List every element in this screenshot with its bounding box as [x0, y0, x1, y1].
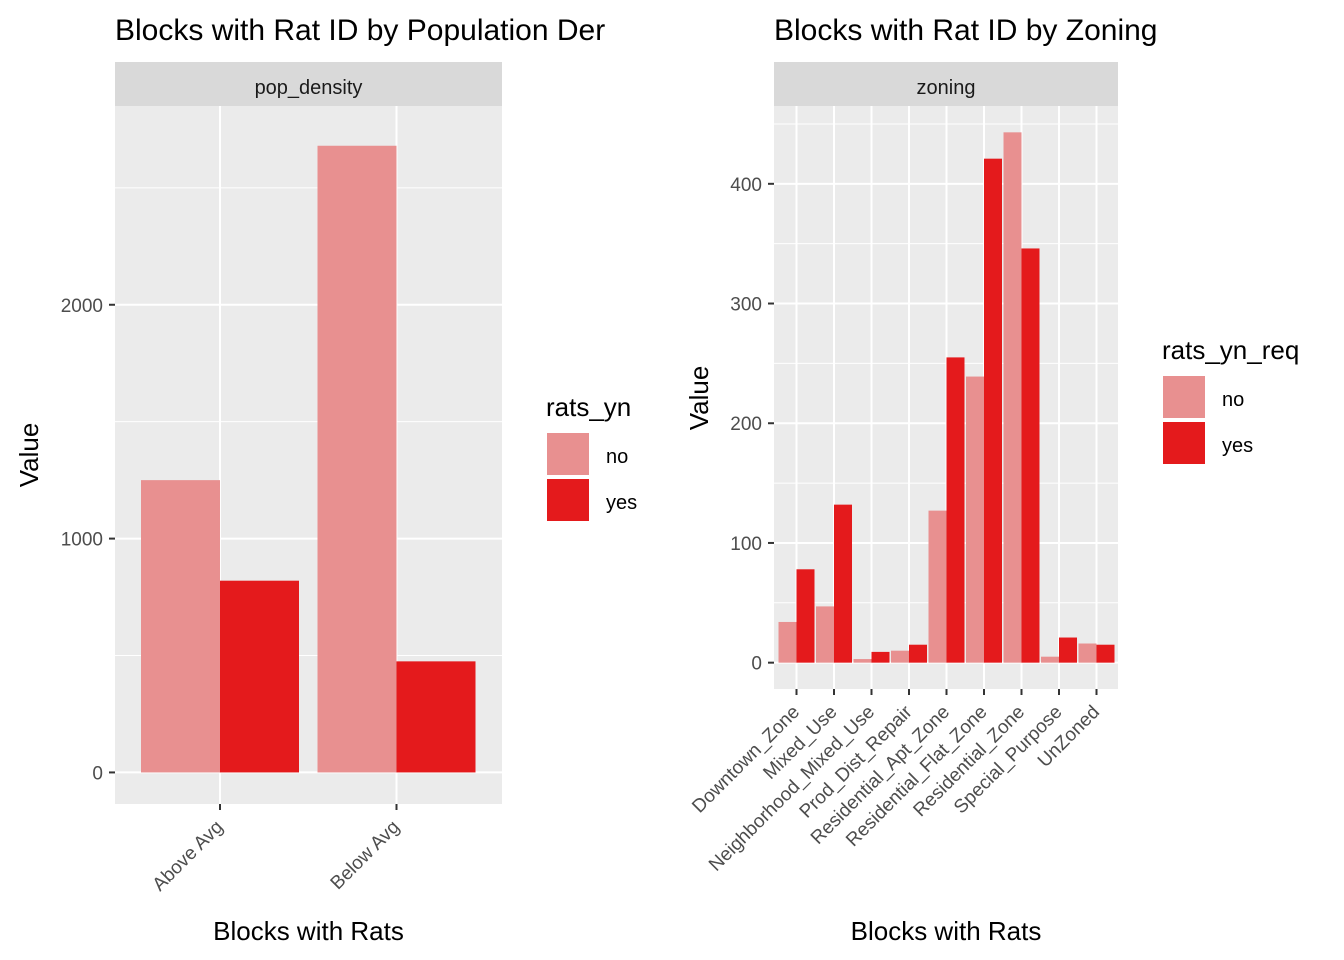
panel-pop-density: Blocks with Rat ID by Population Der pop…: [14, 14, 637, 946]
bar-prod-dist-repair-no: [891, 650, 909, 663]
x-axis: Above Avg Below Avg: [149, 804, 404, 896]
facet-strip: [774, 62, 1118, 106]
bar-unzoned-yes: [1096, 644, 1115, 663]
bar-neighborhood-mixed-use-yes: [871, 651, 890, 663]
y-tick-label: 400: [730, 175, 762, 196]
x-axis-title: Blocks with Rats: [213, 916, 404, 946]
facet-strip-label: zoning: [917, 77, 976, 99]
chart-title-pop-density: Blocks with Rat ID by Population Der: [115, 14, 605, 47]
y-tick-label: 200: [730, 414, 762, 435]
y-axis-title: Value: [684, 366, 714, 431]
panel-zoning: Blocks with Rat ID by Zoning zoning 0 100…: [684, 14, 1299, 946]
bar-mixed-use-yes: [834, 504, 852, 663]
x-tick-label: Below Avg: [327, 817, 404, 894]
x-tick-label: Above Avg: [149, 817, 228, 896]
legend-label-yes: yes: [1222, 435, 1253, 457]
legend-label-no: no: [606, 446, 628, 468]
bar-residential-apt-zone-yes: [946, 357, 965, 663]
bar-below-avg-yes: [396, 661, 476, 773]
x-axis: Downtown_ZoneMixed_UseNeighborhood_Mixed…: [688, 689, 1104, 876]
bar-downtown-zone-no: [778, 621, 797, 663]
bar-residential-apt-zone-no: [928, 510, 947, 663]
y-axis-title: Value: [14, 423, 44, 488]
y-tick-label: 100: [730, 534, 762, 555]
y-axis: 0 1000 2000: [61, 296, 115, 784]
y-tick-label: 2000: [61, 296, 103, 317]
bar-residential-flat-zone-no: [966, 376, 984, 663]
bars: [778, 132, 1115, 663]
facet-strip-label: pop_density: [255, 77, 363, 99]
bar-above-avg-yes: [220, 580, 299, 773]
legend-label-no: no: [1222, 389, 1244, 411]
bar-residential-zone-yes: [1021, 248, 1040, 663]
y-tick-label: 1000: [61, 530, 103, 551]
facet-strip: [115, 62, 502, 106]
y-tick-label: 0: [751, 654, 762, 675]
bar-special-purpose-yes: [1059, 637, 1077, 663]
chart-title-zoning: Blocks with Rat ID by Zoning: [774, 14, 1157, 47]
bar-unzoned-no: [1078, 643, 1097, 663]
legend: rats_yn_req no yes: [1161, 335, 1299, 466]
bar-below-avg-no: [317, 145, 397, 773]
legend-key-no: [545, 431, 591, 477]
bar-mixed-use-no: [816, 606, 834, 663]
y-axis: 0 100 200 300 400: [730, 175, 774, 675]
bar-downtown-zone-yes: [796, 569, 815, 663]
bar-special-purpose-no: [1041, 656, 1059, 663]
y-tick-label: 300: [730, 295, 762, 316]
legend-key-no: [1161, 374, 1207, 420]
bar-above-avg-no: [141, 480, 220, 773]
x-axis-title: Blocks with Rats: [851, 916, 1042, 946]
bar-neighborhood-mixed-use-no: [853, 659, 872, 663]
legend-label-yes: yes: [606, 492, 637, 514]
legend-title: rats_yn: [546, 392, 631, 422]
y-tick-label: 0: [92, 763, 103, 784]
legend: rats_yn no yes: [545, 392, 637, 523]
legend-title: rats_yn_req: [1162, 335, 1299, 365]
bar-residential-zone-no: [1003, 132, 1022, 663]
legend-key-yes: [545, 477, 591, 523]
bar-prod-dist-repair-yes: [909, 644, 927, 663]
legend-key-yes: [1161, 420, 1207, 466]
bars: [141, 145, 476, 773]
bar-residential-flat-zone-yes: [984, 158, 1002, 663]
